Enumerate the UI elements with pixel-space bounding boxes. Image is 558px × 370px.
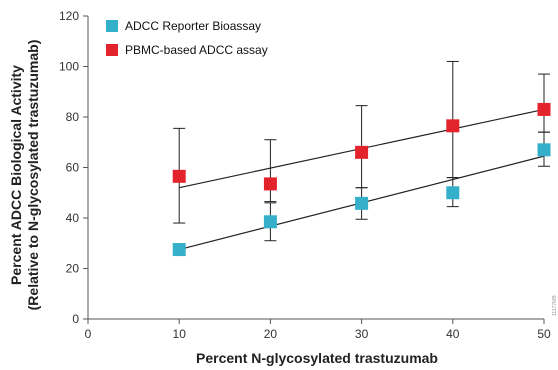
y-tick-label: 80 — [66, 110, 80, 124]
side-code-group: 11177MB — [552, 295, 558, 316]
point-series-2 — [537, 102, 551, 116]
y-tick-label: 0 — [72, 312, 79, 326]
x-tick-label: 40 — [446, 327, 460, 341]
point-series-2 — [263, 177, 277, 191]
x-axis-title: Percent N-glycosylated trastuzumab — [196, 350, 438, 366]
x-tick-label: 10 — [173, 327, 187, 341]
y-tick-label: 60 — [66, 161, 80, 175]
y-tick-label: 100 — [59, 60, 79, 74]
x-tick-label: 30 — [355, 327, 369, 341]
point-series-1 — [446, 186, 460, 200]
point-series-1 — [263, 215, 277, 229]
error-bars — [173, 60, 550, 242]
side-code: 11177MB — [552, 295, 558, 316]
point-series-2 — [446, 119, 460, 133]
point-series-2 — [172, 169, 186, 183]
legend: ADCC Reporter Bioassay PBMC-based ADCC as… — [106, 19, 268, 57]
legend-label-1: ADCC Reporter Bioassay — [125, 19, 261, 33]
point-series-1 — [355, 196, 369, 210]
y-tick-label: 40 — [66, 211, 80, 225]
legend-swatch-1 — [106, 20, 118, 32]
legend-swatch-2 — [106, 44, 118, 56]
y-tick-label: 120 — [59, 9, 79, 23]
axes: 0 20 40 60 80 100 120 0 10 20 30 40 50 — [59, 9, 551, 341]
point-series-1 — [172, 243, 186, 257]
y-axis-title-line-2: (Relative to N-glycosylated trastuzumab) — [25, 40, 41, 311]
x-tick-label: 50 — [537, 327, 551, 341]
y-axis-title-group: Percent ADCC Biological Activity (Relati… — [8, 40, 41, 311]
point-series-1 — [537, 143, 551, 157]
y-tick-label: 20 — [66, 262, 80, 276]
point-series-2 — [355, 145, 369, 159]
x-tick-label: 0 — [85, 327, 92, 341]
data-points — [172, 102, 551, 257]
x-tick-label: 20 — [264, 327, 278, 341]
y-axis-title-line-1: Percent ADCC Biological Activity — [8, 65, 24, 285]
legend-label-2: PBMC-based ADCC assay — [125, 43, 268, 57]
